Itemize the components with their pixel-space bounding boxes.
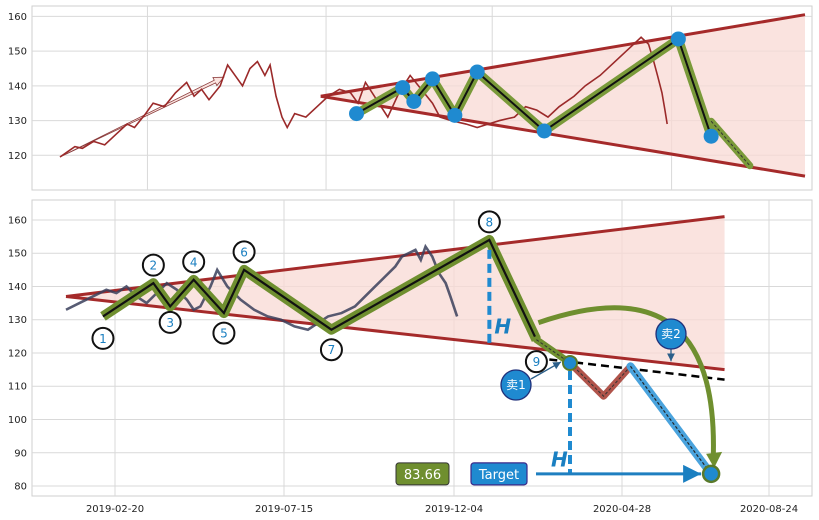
bottom-channel-upper-line <box>65 215 725 298</box>
top-pattern-point <box>425 71 440 87</box>
pivot-label: 3 <box>166 316 174 330</box>
sell2-badge <box>655 318 687 350</box>
bottom-y-tick-label: 150 <box>8 249 27 260</box>
pivot-marker <box>212 321 236 345</box>
top-y-tick-label: 160 <box>8 12 27 23</box>
pivot-label: 8 <box>486 215 494 229</box>
sell1-marker <box>562 354 578 371</box>
target-value-label: 83.66 <box>404 468 441 483</box>
bottom-y-tick-label: 110 <box>8 382 27 393</box>
bottom-x-tick-label: 2019-07-15 <box>255 504 313 515</box>
pivot-label: 2 <box>150 259 158 273</box>
bottom-x-tick-label: 2019-02-20 <box>86 504 144 515</box>
top-pattern-point <box>469 64 485 80</box>
bottom-pattern-line <box>102 238 538 341</box>
sell2-label: 卖2 <box>661 327 681 341</box>
top-pattern-point <box>406 93 422 109</box>
bottom-y-tick-label: 160 <box>8 215 27 226</box>
bottom-pattern-panel: 2019-02-20 2019-07-15 2019-12-04 2020-04-28… <box>8 199 813 515</box>
pattern-height-label: H <box>494 314 511 338</box>
top-y-tick-label: 130 <box>8 116 27 127</box>
bottom-y-tick-label: 100 <box>8 415 27 426</box>
pivot-marker <box>158 310 182 334</box>
top-pattern-point <box>670 31 686 47</box>
bottom-y-tick-label: 90 <box>14 448 27 459</box>
pivot-marker <box>232 240 256 264</box>
top-pattern-point <box>447 107 463 123</box>
bottom-x-tick-label: 2019-12-04 <box>425 504 483 515</box>
pivot-label: 4 <box>190 255 198 269</box>
target-box-label: Target <box>478 468 519 483</box>
target-box <box>470 462 528 486</box>
bottom-channel-lower-line <box>65 294 725 372</box>
top-pattern-point <box>395 80 411 96</box>
pivot-marker <box>524 350 548 374</box>
top-forecast-band <box>707 117 754 170</box>
pivot-label: 6 <box>240 245 248 259</box>
top-pattern-point <box>349 106 365 122</box>
pivot-label: 7 <box>328 343 336 357</box>
top-y-tick-label: 140 <box>8 81 27 92</box>
sell1-pointer <box>530 361 562 380</box>
bottom-y-tick-label: 80 <box>14 482 27 493</box>
pivot-marker <box>141 253 165 277</box>
top-pattern-point <box>703 128 719 144</box>
forecast-target-line <box>629 365 712 475</box>
bottom-y-tick-label: 120 <box>8 348 27 359</box>
bottom-y-tick-label: 140 <box>8 282 27 293</box>
top-y-tick-label: 150 <box>8 47 27 58</box>
bottom-y-tick-label: 130 <box>8 315 27 326</box>
top-channel-lower-line <box>320 94 806 178</box>
pivot-label: 5 <box>220 327 228 341</box>
top-y-tick-label: 120 <box>8 151 27 162</box>
projection-height-label: H <box>551 447 568 471</box>
target-marker <box>701 464 721 484</box>
top-pattern-point <box>536 123 552 139</box>
sell1-label: 卖1 <box>506 378 526 392</box>
target-value-box <box>395 462 450 486</box>
forecast-pullback-line <box>569 362 631 397</box>
bottom-x-tick-label: 2020-04-28 <box>593 504 651 515</box>
bottom-price-line <box>65 243 459 332</box>
sell1-badge <box>500 369 532 401</box>
forecast-drop-line <box>536 339 571 364</box>
pivot-label: 1 <box>99 332 107 346</box>
top-price-line <box>59 36 668 158</box>
projection-curve-arrowhead <box>706 451 723 468</box>
pivot-marker <box>91 326 115 350</box>
bottom-x-tick-label: 2020-08-24 <box>740 504 798 515</box>
pivot-marker <box>319 338 343 362</box>
pivot-marker <box>477 210 501 234</box>
top-price-panel: 120 130 140 150 160 <box>8 5 813 191</box>
pivot-label: 9 <box>533 355 541 369</box>
pivot-marker <box>182 250 206 274</box>
